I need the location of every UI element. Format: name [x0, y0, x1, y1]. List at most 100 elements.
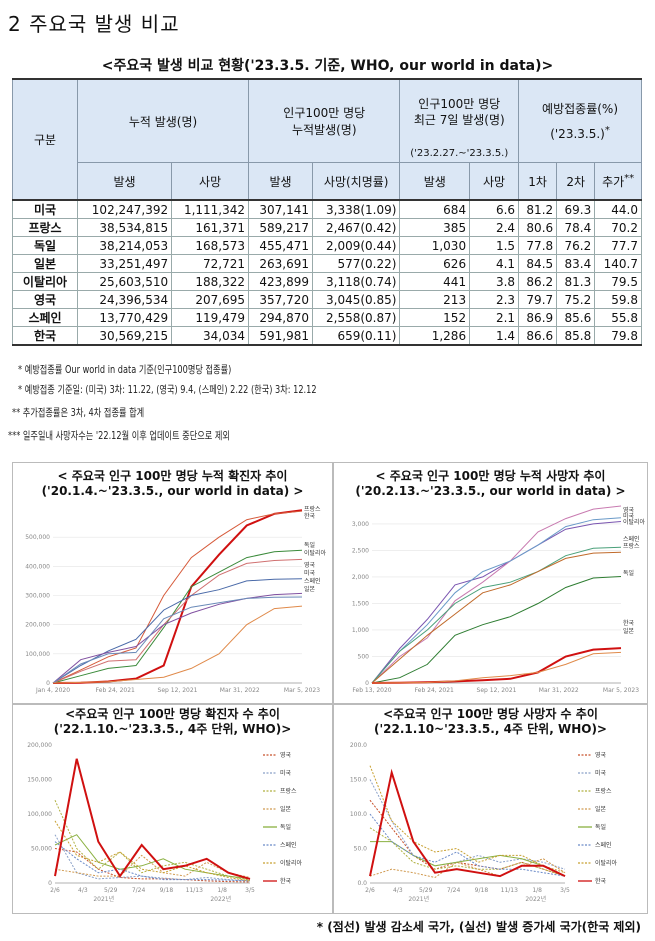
header-vaccination-date: ('23.3.5.)	[550, 126, 605, 141]
cell-d1: 81.2	[518, 199, 558, 219]
cell-pm-deaths: 3,118(0.74)	[311, 272, 401, 291]
y-tick-label: 50.0	[354, 846, 368, 853]
legend-label: 미국	[595, 769, 607, 777]
cell-r-cases: 152	[399, 308, 471, 327]
header-deaths: 사망	[171, 162, 250, 201]
x-tick-label: 2/6	[50, 887, 60, 894]
x-group-label: 2021년	[93, 895, 114, 903]
legend-label: 미국	[304, 569, 316, 577]
series-line	[369, 858, 566, 879]
cell-cases: 38,534,815	[76, 218, 173, 237]
cell-deaths: 1,111,342	[171, 199, 250, 219]
series-line	[54, 841, 251, 882]
cell-cases: 38,214,053	[76, 236, 173, 255]
cell-country: 독일	[12, 236, 78, 255]
header-recent-7d: 인구100만 명당 최근 7일 발생(명) ('23.2.27.~'23.3.5…	[399, 78, 520, 163]
y-tick-label: 300,000	[25, 593, 50, 600]
legend-label: 일본	[595, 805, 607, 813]
legend-label: 독일	[595, 823, 606, 831]
legend-label: 한국	[304, 513, 316, 520]
header-recent-7d-label: 인구100만 명당 최근 7일 발생(명)	[413, 97, 505, 127]
y-tick-label: 500,000	[25, 534, 50, 541]
y-tick-label: 100,000	[25, 651, 50, 658]
cell-pm-deaths: 2,558(0.87)	[311, 308, 401, 327]
cell-country: 일본	[12, 254, 78, 273]
y-tick-label: 150,000	[27, 777, 52, 784]
header-dose1: 1차	[518, 162, 558, 201]
series-line	[370, 841, 566, 877]
series-line	[369, 799, 566, 877]
series-line	[54, 854, 251, 878]
x-group-label: 2021년	[408, 895, 429, 903]
cell-pm-deaths: 2,009(0.44)	[311, 236, 401, 255]
header-booster-label: 추가	[602, 174, 625, 189]
header-per-million: 인구100만 명당 누적발생(명)	[248, 78, 401, 163]
y-tick-label: 100.0	[350, 811, 367, 818]
series-line	[54, 848, 251, 883]
y-tick-label: 3,000	[352, 521, 369, 528]
series-line	[54, 820, 251, 882]
cell-d2: 81.3	[556, 272, 596, 291]
table-row: 한국 30,569,215 34,034 591,981 659(0.11) 1,286 1…	[12, 326, 642, 346]
cell-r-cases: 626	[399, 254, 471, 273]
cell-r-deaths: 2.1	[469, 308, 520, 327]
cell-r-cases: 441	[399, 272, 471, 291]
legend-label: 이탈리아	[623, 518, 646, 526]
y-tick-label: 50,000	[31, 846, 52, 853]
x-tick-label: 1/8	[532, 887, 542, 894]
y-tick-label: 200,000	[27, 742, 52, 749]
header-dose2: 2차	[556, 162, 596, 201]
cell-pm-cases: 423,899	[248, 272, 313, 291]
x-tick-label: Jan 4, 2020	[35, 687, 70, 694]
cell-cases: 33,251,497	[76, 254, 173, 273]
header-vaccination-mark: *	[604, 124, 610, 136]
cell-country: 스페인	[12, 308, 78, 327]
y-tick-label: 2,000	[352, 574, 369, 581]
cell-boost: 77.7	[594, 236, 642, 255]
legend-label: 스페인	[280, 841, 297, 849]
cell-r-cases: 385	[399, 218, 471, 237]
x-tick-label: 11/13	[186, 887, 203, 894]
y-tick-label: 1,000	[352, 627, 369, 634]
legend-label: 스페인	[304, 577, 321, 585]
table-row: 영국 24,396,534 207,695 357,720 3,045(0.85) 213…	[12, 290, 642, 309]
x-tick-label: Mar 31, 2022	[539, 687, 579, 694]
legend-label: 미국	[623, 512, 635, 520]
cell-r-cases: 684	[399, 199, 471, 219]
series-line	[369, 827, 566, 877]
legend-label: 영국	[595, 751, 607, 759]
cell-boost: 79.5	[594, 272, 642, 291]
cell-country: 프랑스	[12, 218, 78, 237]
series-line	[54, 758, 251, 880]
legend-label: 한국	[595, 878, 607, 885]
chart-panel-cumulative-cases: < 주요국 인구 100만 명당 누적 확진자 추이 ('20.1.4.~'23…	[12, 462, 333, 704]
cell-d1: 86.2	[518, 272, 558, 291]
cell-boost: 44.0	[594, 199, 642, 219]
table-row: 이탈리아 25,603,510 188,322 423,899 3,118(0.74) 4…	[12, 272, 642, 291]
legend-label: 스페인	[595, 841, 612, 849]
chart-panel-cumulative-deaths: < 주요국 인구 100만 명당 누적 사망자 추이 ('20.2.13.~'2…	[333, 462, 648, 704]
x-tick-label: 3/5	[560, 887, 570, 894]
cell-r-cases: 1,030	[399, 236, 471, 255]
x-tick-label: 4/3	[393, 887, 403, 894]
header-category: 구분	[12, 78, 78, 201]
note-1: * 예방접종률 Our world in data 기준(인구100명당 접종률…	[18, 364, 232, 376]
x-group-label: 2022년	[525, 895, 546, 903]
series-line	[52, 549, 303, 684]
y-tick-label: 0	[365, 680, 369, 687]
chart-footnote: * (점선) 발생 감소세 국가, (실선) 발생 증가세 국가(한국 제외)	[316, 920, 641, 934]
chart-title-weekly-deaths: <주요국 인구 100만 명당 사망자 수 추이 ('22.1.10~'23.3…	[374, 707, 607, 736]
y-tick-label: 100,000	[27, 811, 52, 818]
x-tick-label: 7/24	[132, 887, 146, 894]
cell-deaths: 207,695	[171, 290, 250, 309]
cell-boost: 140.7	[594, 254, 642, 273]
header-pm-cases: 발생	[248, 162, 313, 201]
cell-d2: 69.3	[556, 199, 596, 219]
cell-country: 미국	[12, 199, 78, 219]
cell-r-deaths: 1.5	[469, 236, 520, 255]
cell-cases: 13,770,429	[76, 308, 173, 327]
cell-cases: 30,569,215	[76, 326, 173, 346]
cell-r-cases: 213	[399, 290, 471, 309]
y-tick-label: 150.0	[350, 777, 367, 784]
x-tick-label: Sep 12, 2021	[477, 687, 517, 694]
